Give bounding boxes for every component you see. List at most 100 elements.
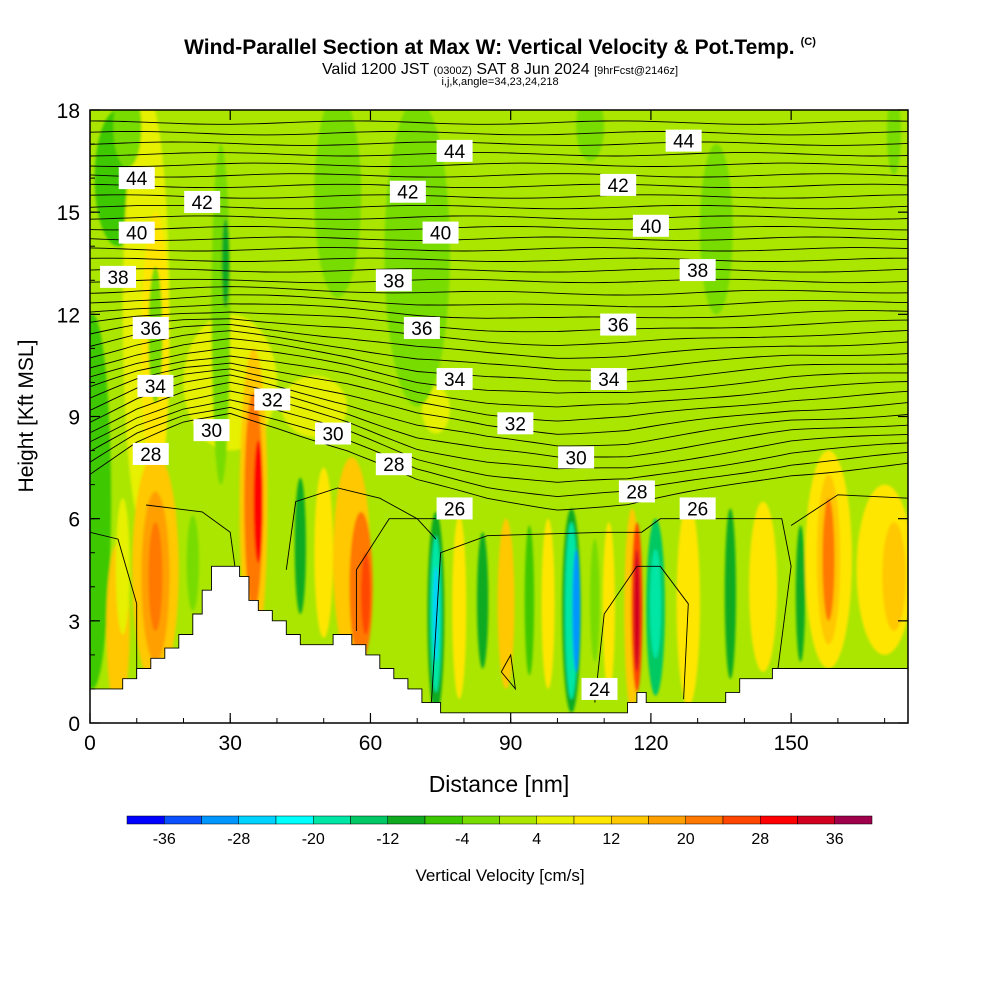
theta-isentrope xyxy=(90,381,908,458)
contour-label-text: 32 xyxy=(262,390,283,411)
theta-isentrope xyxy=(90,303,908,319)
terrain-profile xyxy=(90,565,908,723)
contour-label-box xyxy=(193,419,230,442)
theta-isentrope xyxy=(90,236,908,241)
contour-label-text: 26 xyxy=(687,499,708,520)
theta-contour-low xyxy=(90,531,138,693)
colorbar-swatch xyxy=(536,815,575,825)
theta-isentrope xyxy=(90,183,908,189)
colorbar-swatch xyxy=(722,815,761,825)
velocity-cell xyxy=(115,498,130,635)
contour-label-text: 32 xyxy=(505,414,526,435)
contour-label: 36 xyxy=(132,316,169,340)
velocity-cell xyxy=(497,518,515,689)
contour-label: 40 xyxy=(632,214,669,238)
contour-label: 38 xyxy=(679,259,716,282)
y-tick-label: 6 xyxy=(68,509,80,532)
contour-label: 28 xyxy=(375,453,412,476)
velocity-cell xyxy=(590,539,600,662)
colorbar-tick-label: 36 xyxy=(826,831,844,848)
contour-label: 42 xyxy=(600,173,637,197)
theta-isentrope xyxy=(90,162,908,167)
y-tick-label: 9 xyxy=(68,407,80,430)
colorbar-swatch xyxy=(648,815,686,825)
theta-contour-low xyxy=(430,518,792,707)
colorbar-swatch xyxy=(611,815,649,825)
y-axis-label: Height [Kft MSL] xyxy=(15,340,38,493)
colorbar-swatch xyxy=(797,815,835,825)
contour-label-text: 26 xyxy=(444,499,465,520)
colorbar-swatch xyxy=(275,815,314,825)
y-tick-label: 3 xyxy=(68,611,80,634)
forecast-info: [9hrFcst@2146z] xyxy=(594,65,679,77)
chart-indices: i,j,k,angle=34,23,24,218 xyxy=(441,76,559,88)
colorbar-swatch xyxy=(350,815,388,825)
theta-isentrope xyxy=(90,346,908,394)
x-axis-label: Distance [nm] xyxy=(429,771,570,797)
contour-label-text: 36 xyxy=(411,319,432,340)
contour-label-box xyxy=(581,677,618,700)
contour-label: 40 xyxy=(118,221,155,245)
contour-label-box xyxy=(590,368,627,391)
theta-isentrope xyxy=(90,323,908,359)
colorbar-tick-label: -4 xyxy=(455,831,469,848)
copyright-mark: (C) xyxy=(800,36,816,48)
colorbar-tick-label: -36 xyxy=(153,831,176,848)
velocity-cell xyxy=(113,110,142,168)
contour-label-text: 40 xyxy=(640,217,661,238)
theta-contour-labels: 44 44 44 42 42 42 40 40 40 38 38 38 36 36 36 34 34 34 32 32… xyxy=(100,129,716,701)
contour-label: 36 xyxy=(600,313,637,337)
velocity-cell xyxy=(148,522,163,632)
contour-label: 24 xyxy=(581,677,618,701)
velocity-cell xyxy=(649,549,662,659)
contour-label: 38 xyxy=(100,265,137,289)
contour-label-text: 44 xyxy=(673,132,695,153)
velocity-cell xyxy=(186,515,199,611)
velocity-cell xyxy=(361,552,371,635)
contour-label: 28 xyxy=(132,442,169,466)
valid-utc: (0300Z) xyxy=(433,65,472,77)
theta-isentrope xyxy=(90,390,908,470)
contour-label-text: 36 xyxy=(140,319,161,340)
theta-contour-low xyxy=(146,504,236,567)
contour-label-text: 38 xyxy=(107,268,128,289)
contour-label-text: 40 xyxy=(126,224,147,245)
theta-isentrope xyxy=(90,131,908,136)
colorbar-swatch xyxy=(499,815,537,825)
x-tick-label: 0 xyxy=(84,732,96,755)
contour-label-text: 44 xyxy=(126,169,148,190)
contour-label-text: 30 xyxy=(322,425,343,446)
contour-label-box xyxy=(665,129,702,152)
contour-label-box xyxy=(118,167,155,190)
velocity-cell xyxy=(749,501,778,672)
contour-label: 38 xyxy=(375,269,412,292)
contour-label: 30 xyxy=(558,446,595,469)
velocity-cell xyxy=(452,515,467,700)
contour-label: 32 xyxy=(497,412,534,435)
colorbar-swatch xyxy=(238,815,277,825)
theta-isentrope xyxy=(90,215,908,220)
contour-label-text: 28 xyxy=(626,482,647,503)
colorbar-swatch xyxy=(760,815,798,825)
contour-label: 44 xyxy=(118,167,155,190)
y-tick-label: 15 xyxy=(57,202,80,225)
contour-label: 34 xyxy=(137,374,174,398)
theta-isentrope xyxy=(90,194,908,199)
theta-isentrope xyxy=(90,278,908,284)
contour-label-text: 34 xyxy=(145,377,167,398)
velocity-cell xyxy=(221,218,230,308)
contour-label: 34 xyxy=(436,368,473,391)
colorbar-swatch xyxy=(313,815,351,825)
theta-contour-low xyxy=(285,487,437,570)
theta-isentrope xyxy=(90,257,908,262)
theta-contour-low xyxy=(790,494,908,526)
contour-label-text: 42 xyxy=(192,193,213,214)
contour-label-text: 30 xyxy=(201,421,222,442)
contour-label-box xyxy=(389,180,426,203)
velocity-cell xyxy=(253,440,263,563)
theta-isentrope xyxy=(90,204,908,210)
contour-label-text: 24 xyxy=(589,680,611,701)
velocity-cell xyxy=(281,375,348,437)
contour-label: 26 xyxy=(436,497,473,520)
